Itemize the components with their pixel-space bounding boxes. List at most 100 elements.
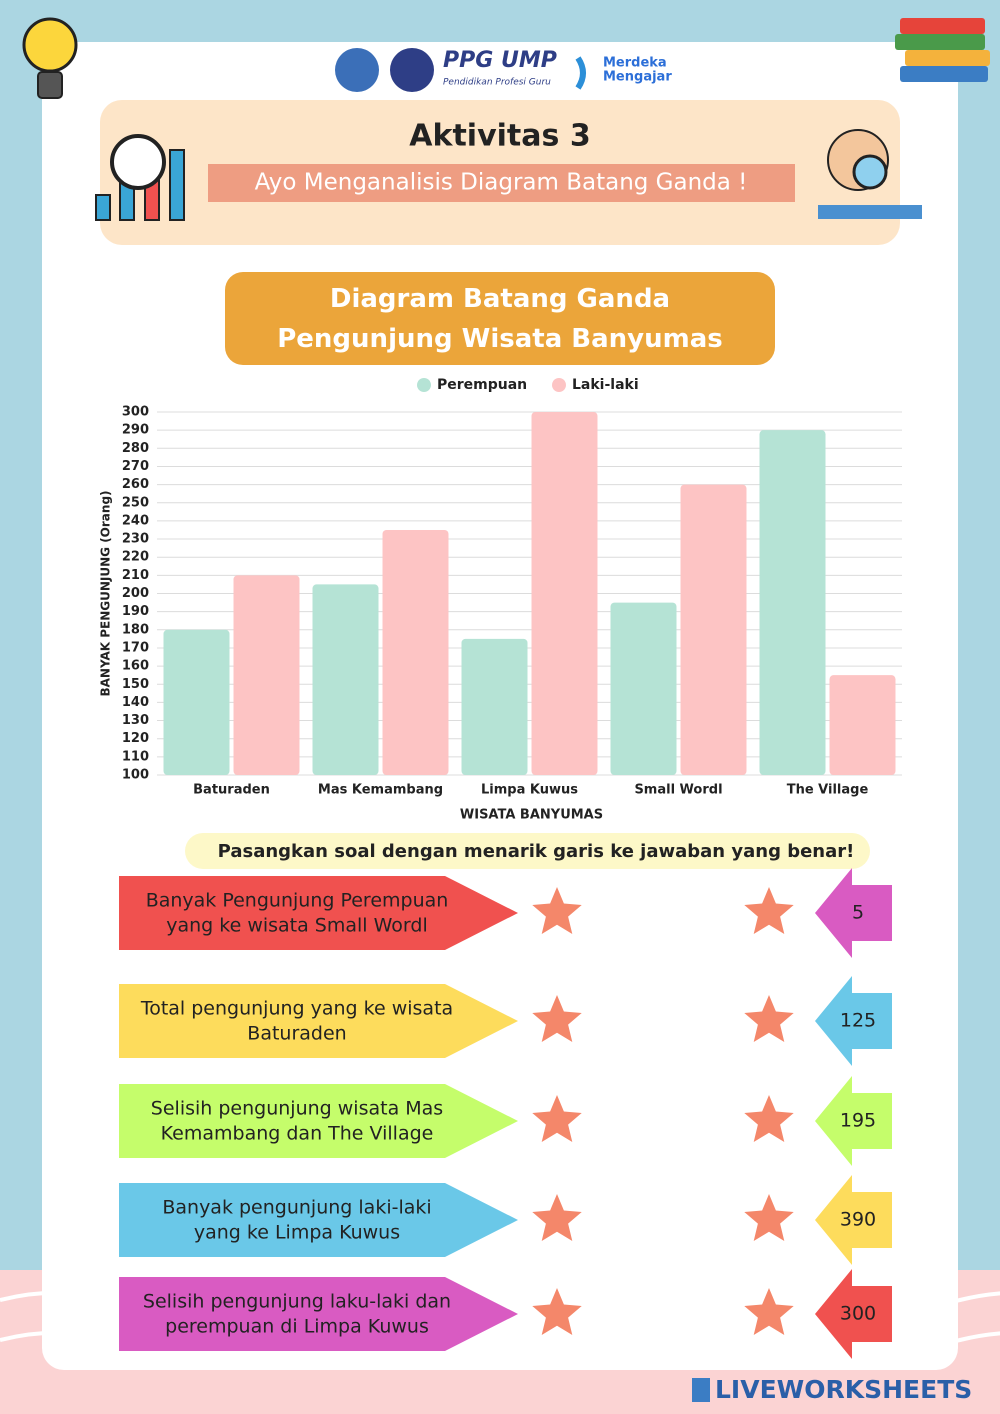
question-text: yang ke wisata Small Wordl (166, 915, 428, 937)
question-text: perempuan di Limpa Kuwus (165, 1316, 429, 1338)
chart: 100 110 120 130 140 150 160 170 180 190 200 210 220 2… (99, 377, 902, 823)
y-tick-label: 200 (122, 586, 149, 601)
x-tick-label: The Village (787, 783, 869, 798)
answer-arrow (815, 868, 892, 958)
question-arrow (119, 876, 518, 950)
y-tick-label: 270 (122, 459, 149, 474)
question-arrow (119, 1183, 518, 1257)
lightbulb (22, 17, 78, 99)
logo-merdeka: Mengajar (603, 70, 672, 85)
y-tick-label: 240 (122, 513, 149, 528)
connector-star[interactable] (532, 1288, 582, 1335)
answer-text: 300 (840, 1303, 876, 1325)
child-icon (818, 129, 922, 219)
legend-swatch (552, 378, 566, 392)
x-tick-label: Mas Kemambang (318, 783, 443, 798)
question-text: Total pengunjung yang ke wisata (140, 998, 453, 1020)
logo-title: PPG UMP (443, 48, 557, 73)
logo-ump (390, 48, 434, 92)
legend-label: Laki-laki (572, 377, 639, 393)
bar (759, 430, 826, 775)
answer-arrow (815, 1175, 892, 1265)
legend-swatch (417, 378, 431, 392)
connector-star[interactable] (744, 1288, 794, 1335)
question-text: Baturaden (247, 1023, 346, 1045)
question-arrow (119, 1277, 518, 1351)
y-tick-label: 230 (122, 532, 149, 547)
connector-star[interactable] (532, 887, 582, 934)
bar (233, 575, 300, 775)
y-tick-label: 190 (122, 604, 149, 619)
y-tick-label: 160 (122, 659, 149, 674)
answer-arrow (815, 976, 892, 1066)
books (895, 18, 990, 82)
chart-title-box (225, 272, 775, 365)
question-text: Banyak Pengunjung Perempuan (146, 890, 449, 912)
logo-subtitle: Pendidikan Profesi Guru (443, 78, 551, 88)
y-tick-label: 260 (122, 477, 149, 492)
question-arrow (119, 1084, 518, 1158)
exercise: Banyak Pengunjung Perempuan yang ke wisat… (119, 868, 892, 1359)
y-tick-label: 290 (122, 423, 149, 438)
bar (163, 629, 230, 775)
y-tick-label: 280 (122, 441, 149, 456)
chart-title: Diagram Batang Ganda Pengunjung Wisata B… (277, 283, 723, 354)
bar (829, 675, 896, 775)
logo-merdeka: Merdeka (603, 56, 667, 71)
answer-text: 5 (852, 902, 864, 924)
connector-star[interactable] (532, 1194, 582, 1241)
bar (461, 638, 528, 775)
question-text: Selisih pengunjung wisata Mas (151, 1098, 443, 1120)
y-tick-label: 180 (122, 622, 149, 637)
brand-icon (692, 1378, 710, 1402)
y-tick-label: 140 (122, 695, 149, 710)
bar (312, 584, 379, 775)
analysis-icon (95, 134, 185, 221)
brand: LIVEWORKSHEETS (715, 1375, 972, 1404)
connector-star[interactable] (532, 995, 582, 1042)
y-tick-label: 130 (122, 713, 149, 728)
x-tick-label: Baturaden (193, 783, 270, 798)
connector-star[interactable] (744, 995, 794, 1042)
question-text: Banyak pengunjung laki-laki (162, 1197, 431, 1219)
legend-label: Perempuan (437, 377, 527, 393)
y-tick-label: 170 (122, 640, 149, 655)
answer-text: 390 (840, 1209, 876, 1231)
answer-arrow (815, 1269, 892, 1359)
question-text: Kemambang dan The Village (161, 1123, 434, 1145)
header-title: Aktivitas 3 (409, 119, 590, 154)
y-tick-label: 300 (122, 405, 149, 420)
question-text: Selisih pengunjung laku-laki dan (143, 1291, 451, 1313)
y-tick-label: 210 (122, 568, 149, 583)
answer-text: 195 (840, 1110, 876, 1132)
y-tick-label: 150 (122, 677, 149, 692)
connector-star[interactable] (532, 1095, 582, 1142)
connector-star[interactable] (744, 887, 794, 934)
bar (610, 602, 677, 775)
logo-kemdikbud (335, 48, 379, 92)
header-subtitle: Ayo Menganalisis Diagram Batang Ganda ! (255, 170, 748, 196)
logo-merdeka-icon (575, 56, 586, 90)
bar (382, 529, 449, 775)
subtitle-highlight (208, 164, 795, 202)
question-text: yang ke Limpa Kuwus (194, 1222, 400, 1244)
y-tick-label: 100 (122, 768, 149, 783)
connector-star[interactable] (744, 1095, 794, 1142)
y-tick-label: 110 (122, 749, 149, 764)
answer-arrow (815, 1076, 892, 1166)
answer-text: 125 (840, 1010, 876, 1032)
x-tick-label: Limpa Kuwus (481, 783, 578, 798)
bar (680, 484, 747, 775)
instruction-pill (185, 833, 870, 869)
bar (531, 412, 598, 775)
y-tick-label: 250 (122, 495, 149, 510)
y-tick-label: 220 (122, 550, 149, 565)
x-tick-label: Small Wordl (634, 783, 722, 798)
connector-star[interactable] (744, 1194, 794, 1241)
x-axis-label: WISATA BANYUMAS (460, 808, 603, 823)
y-tick-label: 120 (122, 731, 149, 746)
question-arrow (119, 984, 518, 1058)
instruction: Pasangkan soal dengan menarik garis ke j… (218, 841, 855, 862)
